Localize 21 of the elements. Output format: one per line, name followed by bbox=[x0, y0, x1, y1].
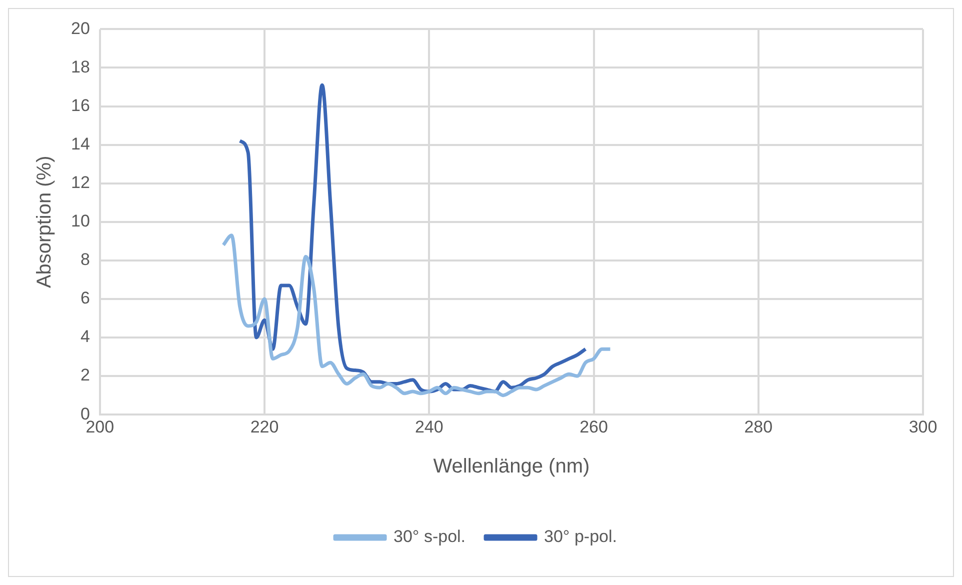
y-tick-label: 16 bbox=[70, 96, 90, 115]
y-axis-title: Absorption (%) bbox=[34, 156, 56, 288]
line-series bbox=[238, 83, 588, 394]
line-series bbox=[222, 234, 612, 398]
x-tick-label: 240 bbox=[414, 417, 444, 436]
x-tick-label: 280 bbox=[744, 417, 773, 436]
y-tick-label: 18 bbox=[70, 57, 90, 76]
legend-label: 30° s-pol. bbox=[394, 527, 466, 546]
y-tick-label: 2 bbox=[80, 366, 90, 385]
y-tick-label: 20 bbox=[70, 18, 90, 38]
x-tick-label: 220 bbox=[250, 417, 279, 436]
legend-label: 30° p-pol. bbox=[544, 527, 617, 546]
x-tick-label: 260 bbox=[580, 417, 608, 436]
y-tick-label: 10 bbox=[70, 212, 90, 231]
y-tick-label: 6 bbox=[80, 288, 90, 308]
y-tick-label: 14 bbox=[70, 134, 90, 154]
y-tick-label: 8 bbox=[80, 250, 90, 270]
x-tick-label: 300 bbox=[908, 417, 938, 436]
y-tick-label: 4 bbox=[80, 327, 90, 346]
x-axis-title: Wellenlänge (nm) bbox=[433, 456, 590, 478]
y-tick-label: 12 bbox=[70, 173, 90, 192]
